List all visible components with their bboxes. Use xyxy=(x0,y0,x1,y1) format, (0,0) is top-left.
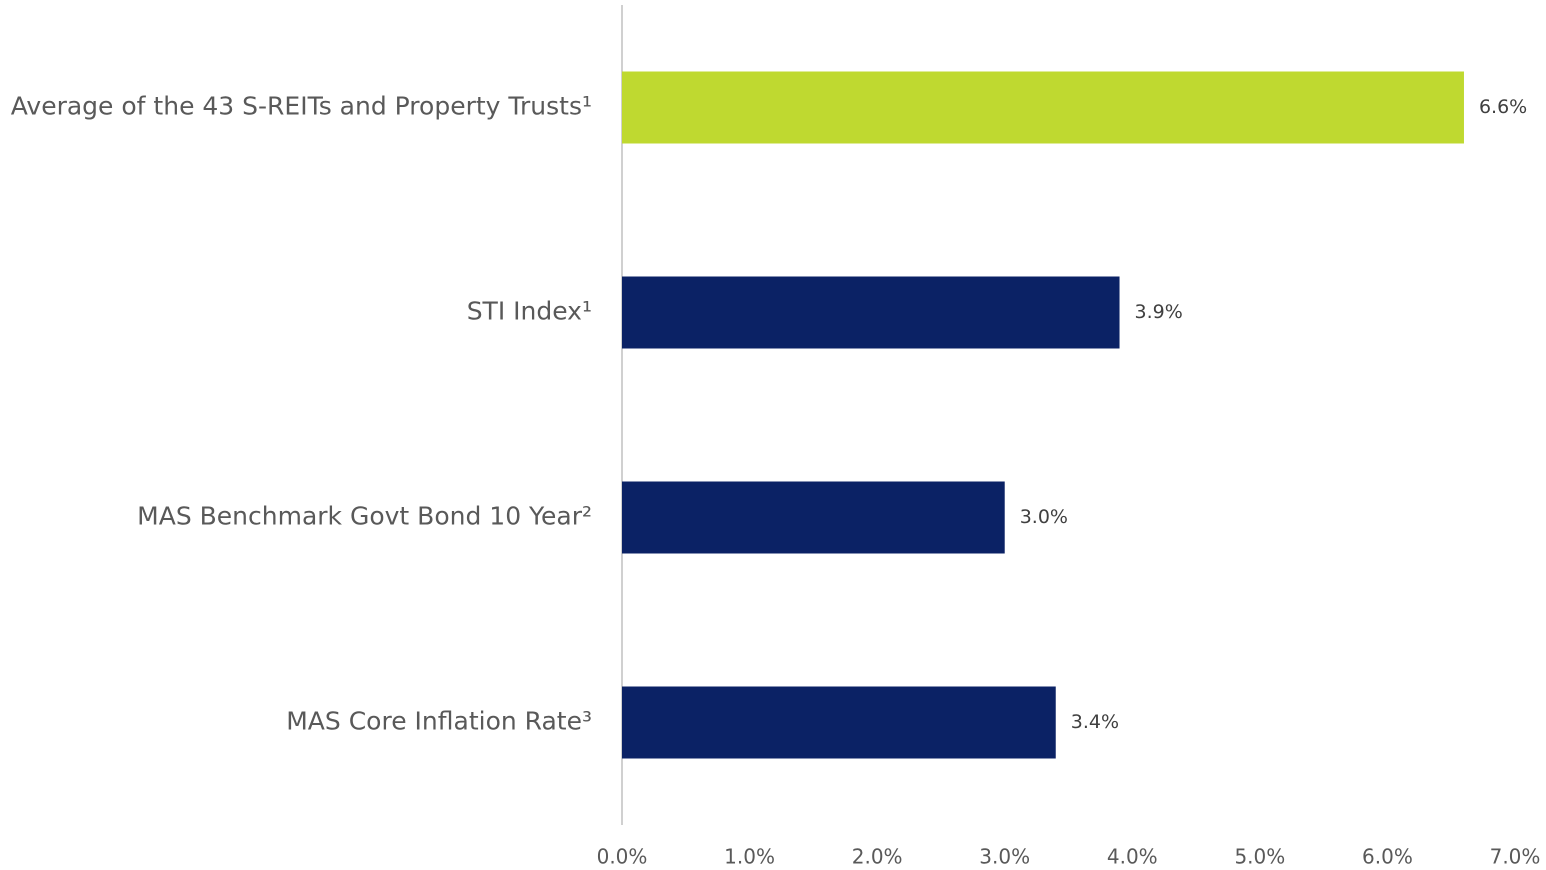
x-tick-label: 5.0% xyxy=(1234,845,1285,869)
y-tick-label: STI Index¹ xyxy=(467,297,592,326)
bar xyxy=(622,686,1056,759)
x-tick-label: 1.0% xyxy=(724,845,775,869)
value-label: 3.0% xyxy=(1020,506,1068,528)
bar xyxy=(622,71,1464,144)
value-label: 3.4% xyxy=(1071,711,1119,733)
x-tick-label: 0.0% xyxy=(597,845,648,869)
y-tick-label: MAS Core Inflation Rate³ xyxy=(286,707,592,736)
bar xyxy=(622,481,1005,554)
x-tick-label: 7.0% xyxy=(1490,845,1541,869)
x-tick-label: 2.0% xyxy=(852,845,903,869)
y-tick-label: MAS Benchmark Govt Bond 10 Year² xyxy=(137,502,592,531)
x-tick-label: 6.0% xyxy=(1362,845,1413,869)
value-label: 3.9% xyxy=(1135,301,1183,323)
x-tick-label: 3.0% xyxy=(979,845,1030,869)
y-tick-label: Average of the 43 S-REITs and Property T… xyxy=(11,92,592,121)
x-tick-label: 4.0% xyxy=(1107,845,1158,869)
bar xyxy=(622,276,1120,349)
value-label: 6.6% xyxy=(1479,96,1527,118)
